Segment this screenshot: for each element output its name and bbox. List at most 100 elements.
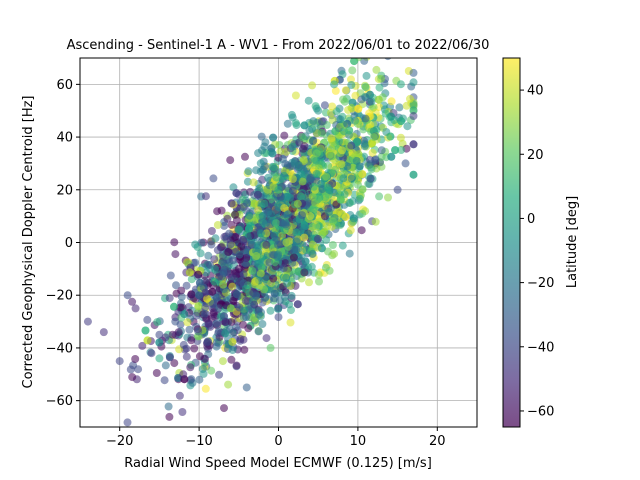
scatter-point [267, 210, 276, 219]
colorbar-tick-label: −40 [527, 340, 554, 355]
scatter-point [331, 86, 340, 95]
scatter-point [350, 58, 359, 66]
scatter-point [266, 306, 275, 315]
scatter-point [232, 290, 241, 299]
scatter-point [278, 155, 287, 163]
scatter-point [207, 366, 216, 375]
scatter-point [231, 232, 240, 241]
scatter-point [200, 309, 209, 318]
scatter-point [131, 304, 140, 313]
scatter-point [281, 220, 290, 229]
scatter-point [220, 404, 228, 413]
scatter-point [384, 58, 392, 61]
scatter-point [241, 284, 250, 293]
scatter-point [274, 250, 283, 259]
scatter-point [328, 241, 337, 249]
scatter-point [300, 121, 309, 130]
scatter-point [361, 93, 370, 102]
scatter-point [99, 328, 108, 337]
scatter-point [182, 281, 191, 290]
scatter-point [260, 285, 269, 294]
scatter-point [208, 287, 217, 296]
scatter-point [227, 355, 236, 364]
scatter-point [274, 185, 283, 194]
scatter-point [195, 352, 204, 361]
scatter-point [249, 178, 258, 187]
scatter-point [366, 174, 375, 183]
scatter-point [348, 66, 357, 75]
scatter-point [203, 338, 212, 347]
y-tick-label: −60 [46, 394, 73, 409]
scatter-point [288, 186, 297, 195]
scatter-point [313, 234, 322, 243]
scatter-point [248, 266, 257, 275]
scatter-point [210, 255, 219, 264]
scatter-point [277, 192, 285, 201]
scatter-point [406, 94, 414, 103]
scatter-point [194, 327, 203, 336]
scatter-point [317, 128, 326, 137]
scatter-point [172, 281, 180, 290]
scatter-point [274, 304, 283, 313]
scatter-point [123, 291, 132, 300]
scatter-point [161, 333, 170, 342]
y-tick-label: 40 [56, 131, 73, 146]
scatter-point [207, 240, 216, 249]
scatter-point [324, 208, 333, 216]
scatter-point [288, 175, 297, 183]
scatter-point [396, 80, 405, 89]
scatter-point [217, 206, 226, 215]
scatter-point [155, 354, 164, 363]
scatter-point [351, 91, 360, 100]
scatter-point [307, 262, 316, 271]
scatter-point [198, 365, 207, 373]
scatter-point [207, 227, 216, 235]
scatter-point [337, 160, 346, 169]
scatter-point [360, 58, 369, 65]
scatter-point [327, 152, 336, 161]
scatter-point [403, 122, 412, 131]
scatter-point [349, 214, 358, 223]
scatter-point [204, 319, 213, 328]
scatter-point [356, 194, 364, 203]
scatter-point [258, 320, 267, 328]
colorbar-tick-label: 40 [527, 84, 544, 99]
scatter-point [286, 318, 295, 327]
scatter-point [253, 190, 262, 199]
scatter-point [369, 133, 378, 142]
scatter-point [234, 225, 243, 234]
y-axis-ticks: −60 −40 −20 0 20 40 60 [46, 78, 80, 409]
scatter-point [177, 292, 186, 301]
scatter-point [331, 127, 340, 136]
scatter-point [328, 217, 337, 226]
colorbar-frame [502, 57, 521, 428]
scatter-point [309, 137, 317, 145]
scatter-point [377, 146, 386, 155]
x-axis-label: Radial Wind Speed Model ECMWF (0.125) [m… [124, 456, 432, 471]
scatter-points [83, 58, 418, 427]
scatter-point [232, 216, 241, 225]
scatter-point [245, 211, 254, 220]
scatter-point [305, 278, 313, 287]
scatter-point [192, 311, 201, 320]
scatter-point [331, 165, 340, 174]
scatter-point [330, 80, 339, 89]
scatter-point [243, 199, 252, 208]
scatter-point [300, 221, 309, 230]
scatter-point [258, 165, 267, 174]
chart-title: Ascending - Sentinel-1 A - WV1 - From 20… [67, 38, 490, 53]
scatter-point [214, 304, 222, 313]
scatter-point [372, 65, 381, 74]
scatter-point [256, 159, 265, 168]
x-tick-label: 10 [350, 434, 367, 449]
scatter-point [361, 114, 370, 123]
scatter-point [336, 115, 345, 124]
scatter-point [213, 246, 222, 255]
scatter-point [221, 329, 230, 338]
scatter-point [264, 173, 273, 182]
scatter-point [293, 199, 302, 208]
scatter-point [239, 335, 248, 344]
scatter-point [283, 210, 292, 219]
scatter-point [128, 297, 137, 306]
scatter-point [165, 353, 174, 362]
